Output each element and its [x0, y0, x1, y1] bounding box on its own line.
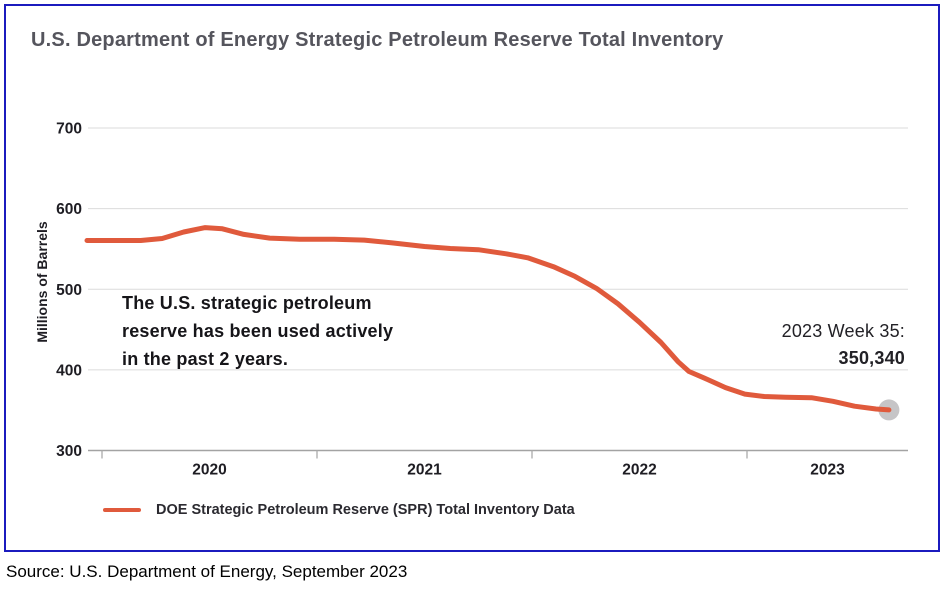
- x-tick-label-2022: 2022: [622, 462, 656, 479]
- source-attribution: Source: U.S. Department of Energy, Septe…: [6, 562, 408, 581]
- endpoint-label-week: 2023 Week 35:: [781, 321, 905, 341]
- x-tick-label-2021: 2021: [407, 462, 442, 479]
- y-tick-label-300: 300: [56, 443, 82, 460]
- series-line: [84, 225, 892, 413]
- chart-title: U.S. Department of Energy Strategic Petr…: [31, 29, 724, 51]
- chart-legend: DOE Strategic Petroleum Reserve (SPR) To…: [103, 502, 575, 518]
- y-tick-label-600: 600: [56, 201, 82, 218]
- y-tick-label-500: 500: [56, 282, 82, 299]
- chart-annotation: The U.S. strategic petroleum reserve has…: [122, 293, 394, 369]
- y-tick-label-400: 400: [56, 362, 82, 379]
- x-tick-label-2023: 2023: [810, 462, 845, 479]
- endpoint-data-label: 2023 Week 35: 350,340: [782, 318, 905, 372]
- x-tick-label-2020: 2020: [192, 462, 226, 479]
- y-axis-title: Millions of Barrels: [34, 221, 50, 343]
- legend-line-swatch: [103, 507, 141, 513]
- chart-frame: [4, 4, 940, 552]
- endpoint-label-value: 350,340: [838, 348, 905, 368]
- y-tick-label-700: 700: [56, 121, 82, 138]
- legend-series-label: DOE Strategic Petroleum Reserve (SPR) To…: [156, 502, 575, 518]
